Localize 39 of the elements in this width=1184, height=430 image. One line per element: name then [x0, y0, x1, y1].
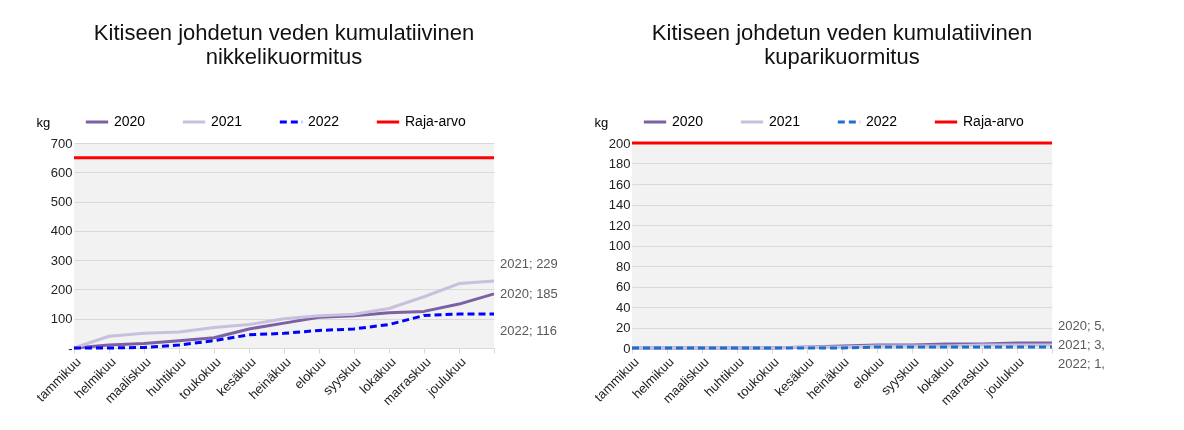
y-axis-title: kg [36, 114, 51, 130]
y-tick-label: 180 [608, 156, 631, 171]
y-tick-label: 200 [50, 281, 73, 297]
data-label: 2020; 185 [500, 285, 558, 301]
y-tick-label: 200 [608, 135, 631, 151]
data-label: 2021; 3, [1058, 336, 1105, 352]
chart-title: Kitiseen johdetun veden kumulatiivinen nikkelikuormitus [93, 20, 475, 69]
line-series [72, 279, 496, 350]
y-tick-label: 700 [50, 135, 73, 151]
data-label: 2022; 1, [1058, 355, 1105, 371]
y-tick-label: 80 [616, 258, 631, 274]
y-tick-label: 600 [50, 164, 73, 180]
legend-label: 2021 [769, 113, 801, 129]
y-tick-label: 100 [50, 311, 73, 327]
y-tick-label: 120 [608, 217, 631, 233]
y-tick-label: 60 [616, 279, 631, 294]
legend-label: 2022 [866, 113, 898, 129]
data-label: 2021; 229 [500, 255, 558, 271]
data-label: 2020; 5, [1058, 317, 1105, 333]
legend-label: 2021 [211, 113, 243, 129]
y-tick-label: 160 [608, 176, 631, 192]
y-tick-label: 40 [616, 299, 631, 315]
line-series [72, 312, 496, 350]
legend-label: Raja-arvo [405, 113, 466, 129]
y-axis-title: kg [594, 114, 609, 130]
legend-label: Raja-arvo [963, 113, 1024, 129]
y-tick-label: 300 [50, 252, 73, 268]
legend-label: 2022 [308, 113, 340, 129]
y-tick-label: - [68, 340, 73, 356]
legend-label: 2020 [672, 113, 704, 129]
data-label: 2022; 116 [500, 323, 557, 339]
y-tick-label: 0 [623, 340, 631, 356]
y-tick-label: 140 [608, 197, 631, 212]
y-tick-label: 100 [608, 238, 631, 253]
y-tick-label: 20 [616, 320, 631, 335]
chart-title: Kitiseen johdetun veden kumulatiivinen kuparikuormitus [651, 20, 1033, 69]
y-tick-label: 400 [50, 223, 73, 239]
legend-label: 2020 [114, 113, 146, 129]
y-tick-label: 500 [50, 194, 73, 210]
